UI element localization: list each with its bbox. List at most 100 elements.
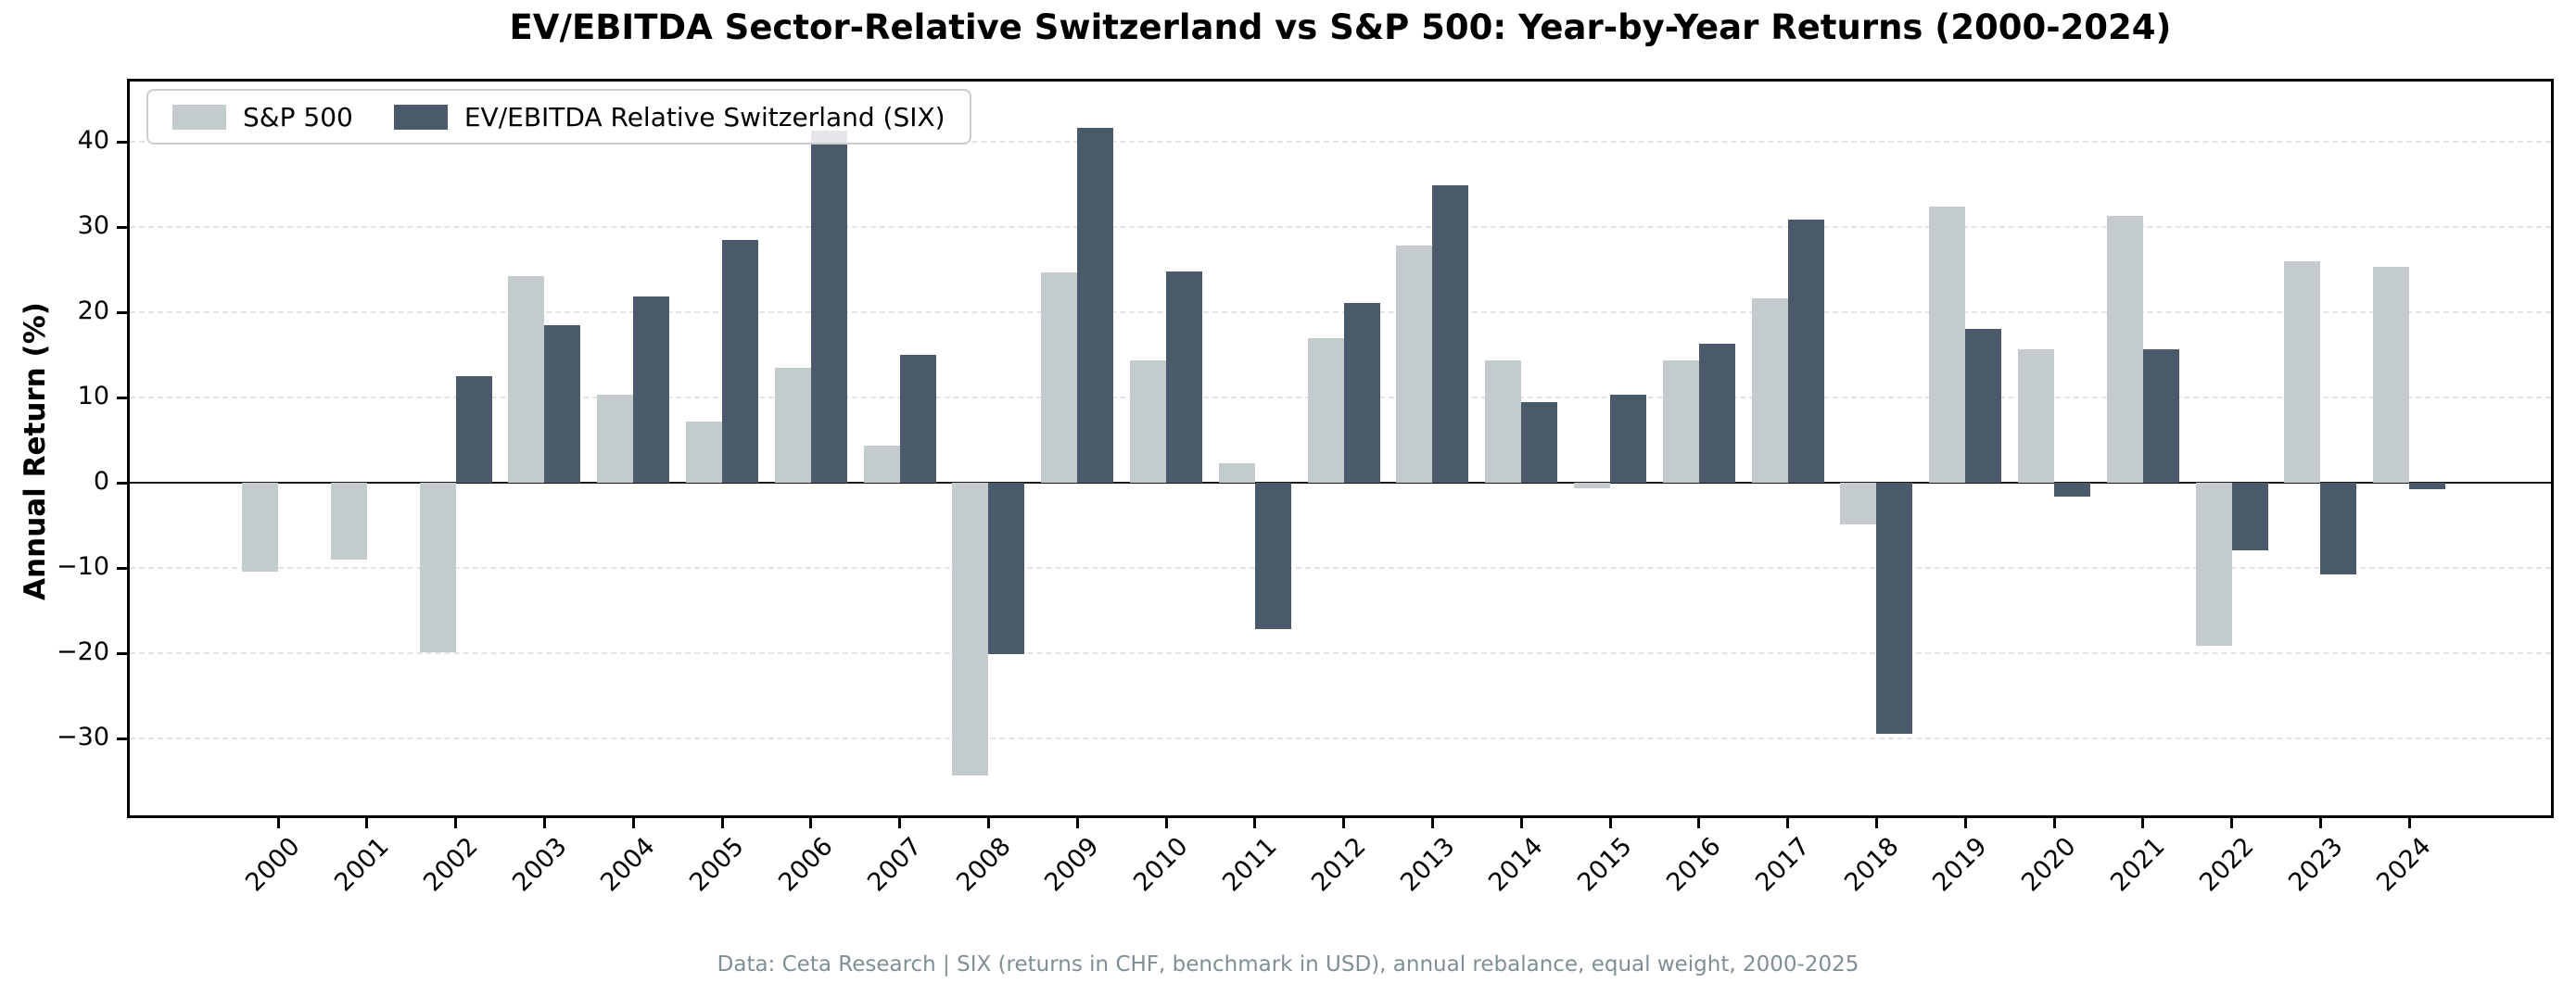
bar-sp500-2003 <box>508 276 545 483</box>
bar-sp500-2020 <box>2018 349 2054 483</box>
legend-label-six: EV/EBITDA Relative Switzerland (SIX) <box>463 101 945 132</box>
bar-six-2003 <box>544 324 581 483</box>
gridline-y--10 <box>130 567 2551 569</box>
bar-six-2014 <box>1521 401 1558 483</box>
bar-sp500-2005 <box>686 421 722 483</box>
bar-six-2021 <box>2142 349 2179 483</box>
bar-six-2018 <box>1876 483 1913 735</box>
y-tick--10 <box>117 566 130 570</box>
x-tick-2017 <box>1786 815 1790 828</box>
bar-six-2002 <box>455 376 492 483</box>
bar-six-2019 <box>1965 329 2002 483</box>
x-tick-2002 <box>454 815 458 828</box>
bar-six-2008 <box>988 483 1025 654</box>
bar-sp500-2000 <box>242 483 278 572</box>
x-tick-2003 <box>542 815 546 828</box>
x-tick-2011 <box>1253 815 1257 828</box>
x-tick-label-text-2024: 2024 <box>2371 832 2438 898</box>
bar-six-2004 <box>633 296 670 483</box>
y-tick-label-20: 20 <box>77 296 109 325</box>
bar-six-2012 <box>1343 302 1380 483</box>
footer-source-note: Data: Ceta Research | SIX (returns in CH… <box>717 952 1859 977</box>
y-tick-label-40: 40 <box>77 126 109 155</box>
bar-six-2013 <box>1432 184 1469 483</box>
bar-sp500-2019 <box>1929 206 1966 483</box>
bar-six-2016 <box>1698 344 1735 483</box>
bar-sp500-2018 <box>1840 483 1877 525</box>
legend-item-six: EV/EBITDA Relative Switzerland (SIX) <box>393 101 945 132</box>
bar-sp500-2007 <box>863 446 900 483</box>
bar-six-2015 <box>1610 395 1646 483</box>
zero-line <box>130 482 2551 484</box>
x-tick-2007 <box>898 815 902 828</box>
bar-sp500-2024 <box>2373 267 2410 483</box>
x-tick-2019 <box>1963 815 1967 828</box>
x-tick-2000 <box>276 815 280 828</box>
bar-six-2010 <box>1166 271 1202 483</box>
x-tick-2023 <box>2318 815 2322 828</box>
y-tick-20 <box>117 310 130 314</box>
bar-sp500-2023 <box>2284 260 2321 483</box>
bar-sp500-2006 <box>774 367 811 483</box>
y-tick--20 <box>117 651 130 655</box>
y-tick-label-0: 0 <box>93 467 109 496</box>
y-tick-40 <box>117 140 130 144</box>
x-tick-2021 <box>2141 815 2145 828</box>
gridline-y--20 <box>130 652 2551 654</box>
x-tick-2005 <box>720 815 724 828</box>
bar-six-2020 <box>2054 483 2090 497</box>
y-tick-10 <box>117 396 130 399</box>
y-axis-title: Annual Return (%) <box>19 302 52 600</box>
x-tick-2009 <box>1075 815 1079 828</box>
x-tick-2006 <box>809 815 813 828</box>
y-tick-30 <box>117 225 130 229</box>
bar-sp500-2012 <box>1307 337 1344 483</box>
y-tick-label--30: −30 <box>57 723 109 751</box>
bar-six-2023 <box>2320 483 2357 575</box>
bar-sp500-2002 <box>419 483 456 653</box>
x-tick-2015 <box>1608 815 1612 828</box>
legend-item-sp500: S&P 500 <box>172 102 353 132</box>
x-tick-2008 <box>986 815 990 828</box>
bar-sp500-2017 <box>1751 298 1788 483</box>
bar-six-2005 <box>722 239 758 483</box>
x-tick-2012 <box>1342 815 1346 828</box>
y-tick-label-30: 30 <box>77 211 109 240</box>
bar-sp500-2004 <box>597 395 634 483</box>
legend-swatch-six <box>393 104 448 130</box>
bar-sp500-2015 <box>1574 483 1610 488</box>
bar-six-2017 <box>1787 219 1824 483</box>
legend-label-sp500: S&P 500 <box>243 101 353 132</box>
legend-box: S&P 500 EV/EBITDA Relative Switzerland (… <box>146 89 971 145</box>
y-tick-label--10: −10 <box>57 552 109 581</box>
y-tick--30 <box>117 737 130 740</box>
bar-sp500-2011 <box>1218 462 1255 483</box>
legend-swatch-sp500 <box>172 104 226 130</box>
gridline-y-30 <box>130 226 2551 228</box>
gridline-y-40 <box>130 141 2551 143</box>
gridline-y--30 <box>130 738 2551 739</box>
x-tick-2004 <box>631 815 635 828</box>
bar-six-2007 <box>899 355 936 483</box>
bar-sp500-2013 <box>1396 246 1433 483</box>
bar-six-2022 <box>2231 483 2268 550</box>
x-tick-2014 <box>1519 815 1523 828</box>
bar-sp500-2022 <box>2195 483 2232 646</box>
bar-sp500-2010 <box>1130 359 1166 483</box>
x-tick-label-2024: 2024 <box>2231 832 2438 898</box>
bar-sp500-2014 <box>1485 359 1522 483</box>
bar-sp500-2008 <box>952 483 989 775</box>
bar-six-2009 <box>1077 128 1114 483</box>
x-tick-2016 <box>1697 815 1701 828</box>
chart-title: EV/EBITDA Sector-Relative Switzerland vs… <box>509 7 2172 47</box>
y-tick-0 <box>117 481 130 485</box>
x-tick-2010 <box>1164 815 1168 828</box>
bar-sp500-2009 <box>1041 271 1078 483</box>
y-tick-label--20: −20 <box>57 637 109 666</box>
y-tick-label-10: 10 <box>77 382 109 410</box>
bar-six-2024 <box>2409 483 2446 490</box>
bar-six-2011 <box>1254 483 1291 630</box>
x-tick-2020 <box>2052 815 2056 828</box>
x-tick-2024 <box>2407 815 2411 828</box>
